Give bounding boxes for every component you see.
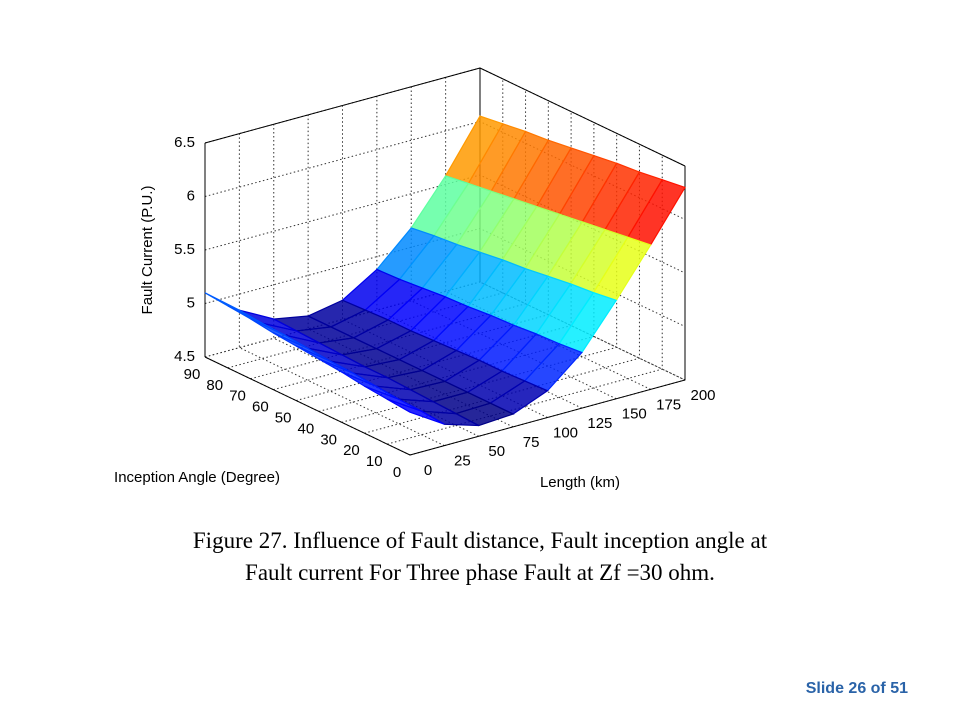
grid-line <box>318 122 595 412</box>
grid-line <box>387 155 663 445</box>
surface-cell <box>386 398 445 425</box>
axis-edge <box>204 356 411 456</box>
x-tick-label: 175 <box>656 396 681 413</box>
y-axis-label: Inception Angle (Degree) <box>114 469 280 486</box>
axis-edge <box>409 379 686 456</box>
x-tick-label: 150 <box>622 406 647 423</box>
x-tick-label: 100 <box>553 424 578 441</box>
grid-line <box>364 144 640 434</box>
y-tick-label: 90 <box>184 366 201 383</box>
y-tick-label: 10 <box>366 453 383 470</box>
x-tick-label: 50 <box>488 443 505 460</box>
x-tick-label: 25 <box>454 453 471 470</box>
caption-line: Figure 27. Influence of Fault distance, … <box>192 528 768 553</box>
axis-edge <box>479 67 686 167</box>
y-tick-label: 20 <box>343 442 360 459</box>
y-tick-label: 70 <box>229 388 246 405</box>
grid-line <box>204 67 686 167</box>
z-tick-label: 5.5 <box>174 241 195 258</box>
x-axis-label: Length (km) <box>540 474 620 491</box>
y-tick-label: 40 <box>298 420 315 437</box>
z-tick-label: 4.5 <box>174 348 195 365</box>
y-tick-label: 30 <box>320 431 337 448</box>
z-tick-label: 6.5 <box>174 134 195 151</box>
y-tick-label: 80 <box>206 377 223 394</box>
z-tick-label: 6 <box>187 187 195 204</box>
axis-edge <box>204 67 481 144</box>
y-tick-label: 60 <box>252 399 269 416</box>
slide-number: Slide 26 of 51 <box>805 680 908 697</box>
y-tick-label: 0 <box>393 464 401 481</box>
caption-line: Fault current For Three phase Fault at Z… <box>245 560 715 585</box>
chart: Fault Current (P.U.) Length (km) Incepti… <box>114 67 716 491</box>
x-tick-label: 0 <box>424 462 432 479</box>
x-tick-label: 75 <box>523 434 540 451</box>
z-tick-label: 5 <box>187 294 195 311</box>
x-tick-label: 125 <box>587 415 612 432</box>
y-tick-label: 50 <box>275 410 292 427</box>
x-tick-label: 200 <box>690 387 715 404</box>
grid-line <box>341 133 618 423</box>
z-axis-label: Fault Current (P.U.) <box>139 186 156 315</box>
